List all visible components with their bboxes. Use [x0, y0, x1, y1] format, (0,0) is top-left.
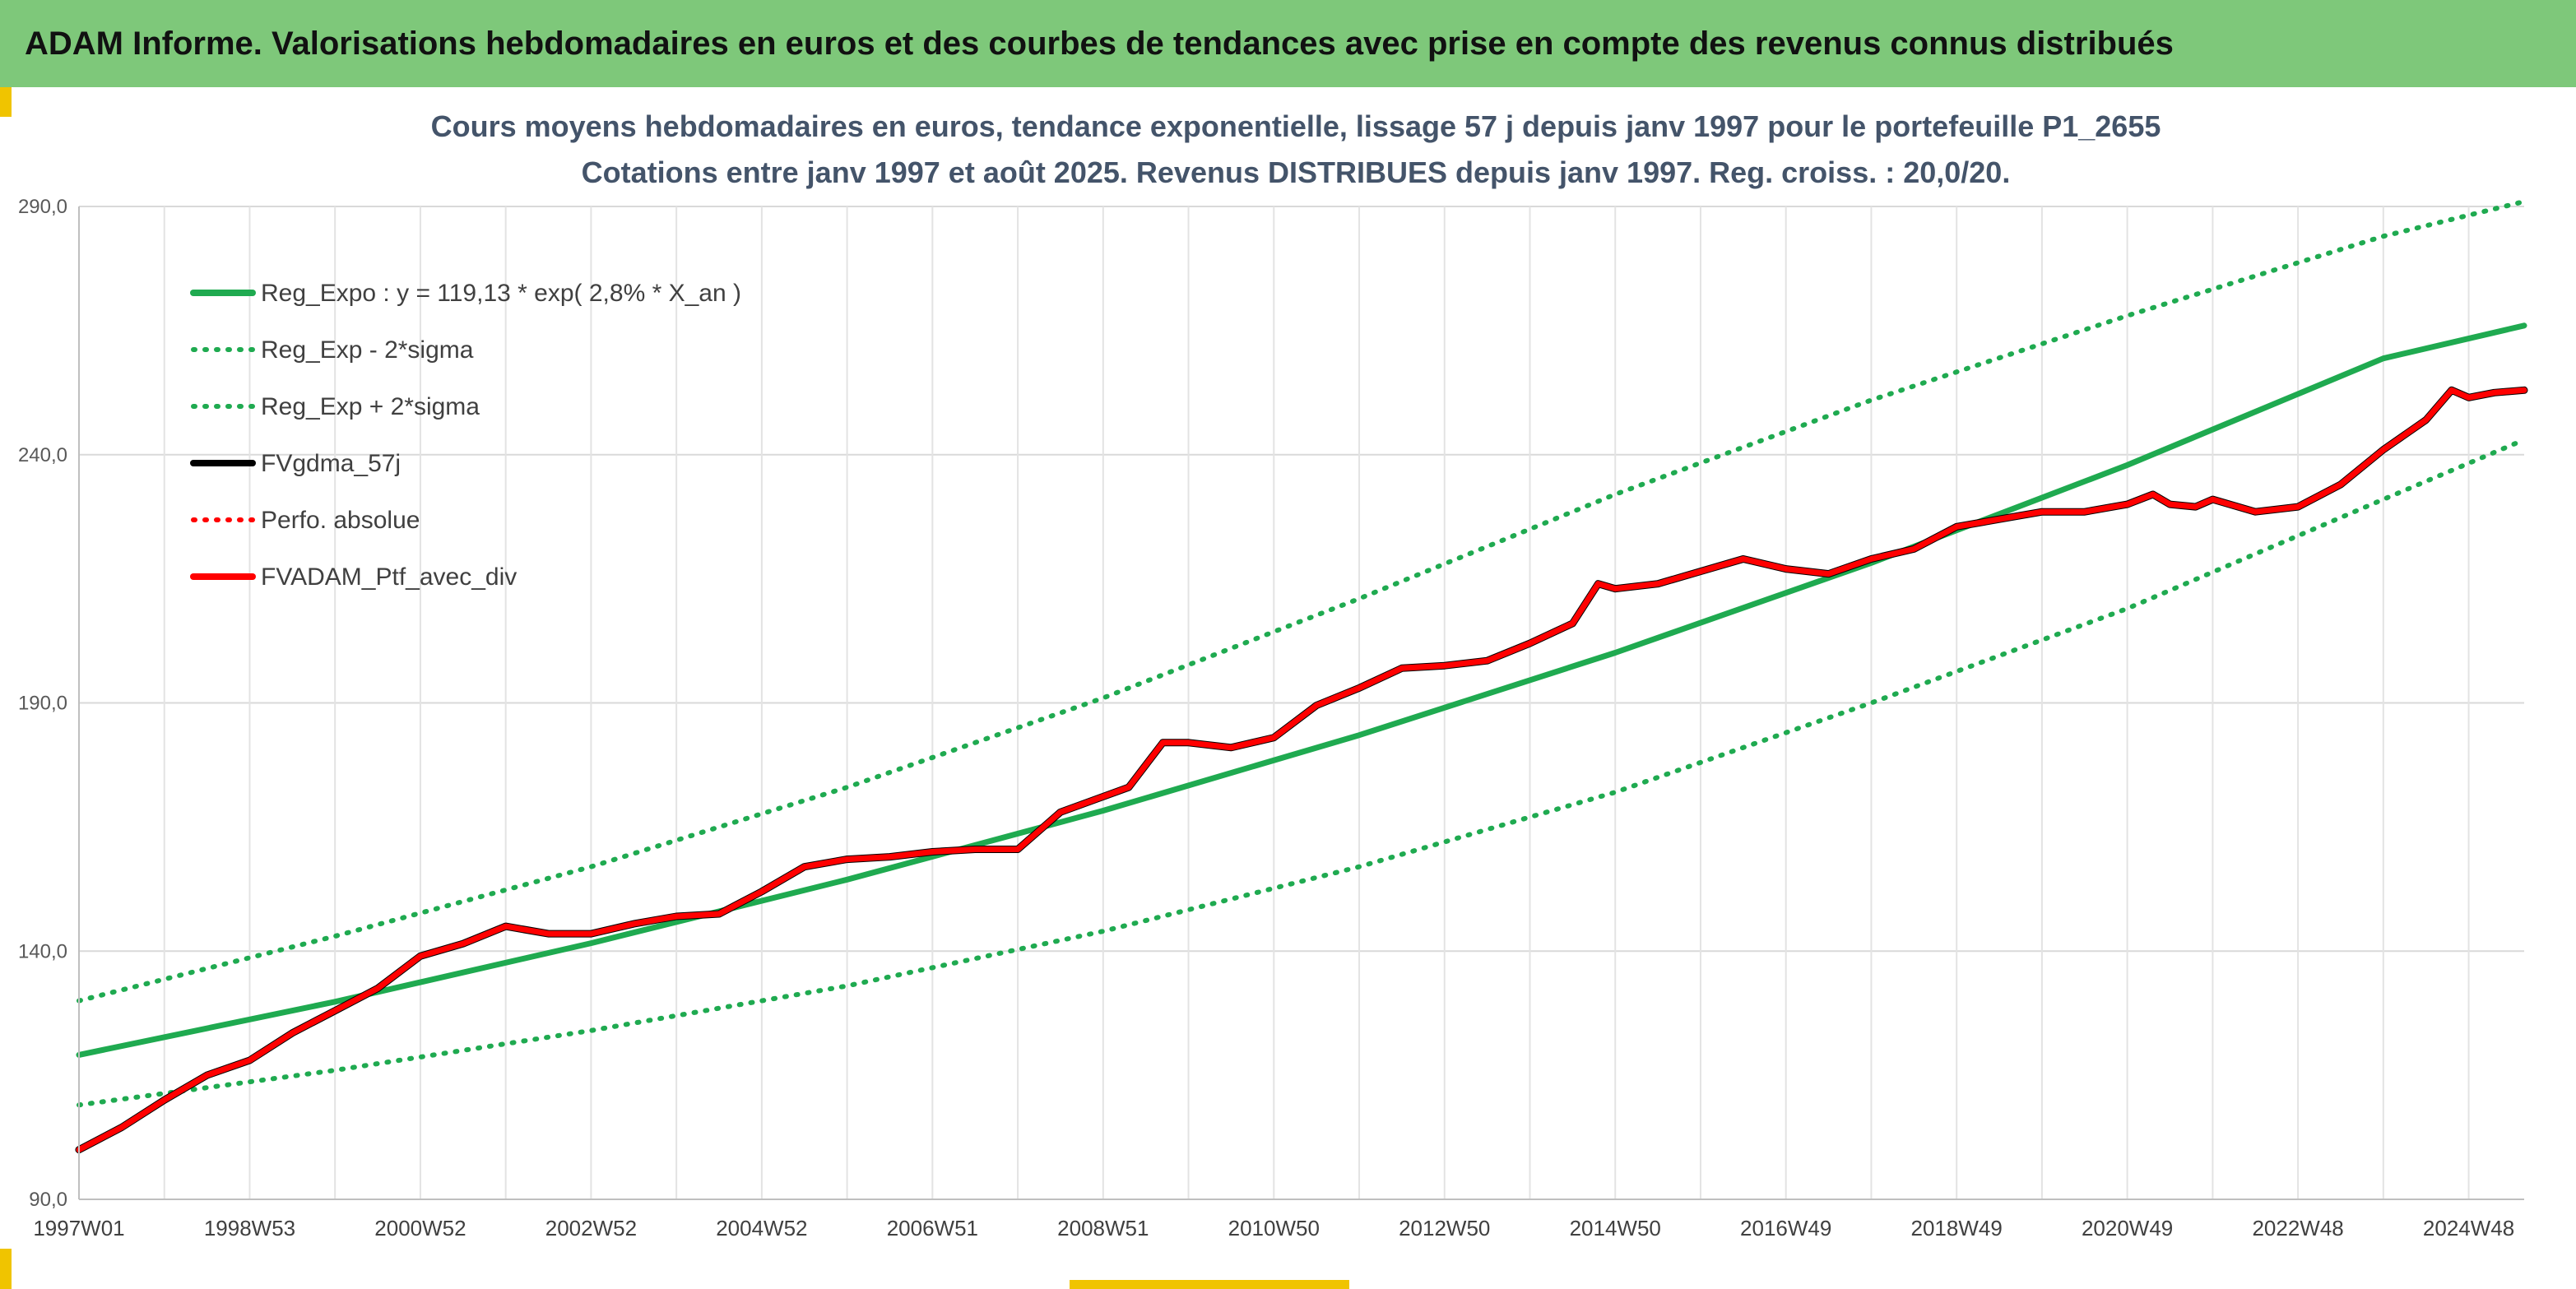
x-tick-label: 1998W53 [204, 1216, 295, 1240]
y-tick-label: 290,0 [18, 196, 67, 218]
accent-bar-left [0, 87, 12, 117]
legend-label: Perfo. absolue [261, 507, 420, 534]
x-tick-label: 1997W01 [33, 1216, 124, 1240]
legend-label: Reg_Expo : y = 119,13 * exp( 2,8% * X_an… [261, 280, 741, 307]
legend-label: Reg_Exp + 2*sigma [261, 393, 480, 420]
accent-bar-bottom [1070, 1280, 1349, 1289]
axes: 90,0 140,0 190,0 240,0 290,0 1997W01 1998W53 20… [18, 196, 2524, 1240]
chart-title: Cours moyens hebdomadaires en euros, ten… [431, 109, 2161, 143]
series-layer [75, 199, 2528, 1154]
fvadam-ptf-avec-div-line [76, 387, 2527, 1153]
x-tick-label: 2002W52 [545, 1216, 637, 1240]
x-tick-label: 2010W50 [1228, 1216, 1320, 1240]
legend-label: FVgdma_57j [261, 450, 401, 477]
y-tick-label: 190,0 [18, 693, 67, 715]
y-tick-label: 240,0 [18, 444, 67, 466]
y-tick-label: 90,0 [29, 1189, 67, 1211]
x-tick-label: 2016W49 [1740, 1216, 1831, 1240]
reg-expo-line [76, 322, 2527, 1058]
header-bar: ADAM Informe. Valorisations hebdomadaire… [0, 0, 2576, 87]
x-tick-label: 2018W49 [1911, 1216, 2003, 1240]
x-tick-label: 2014W50 [1570, 1216, 1661, 1240]
chart-subtitle: Cotations entre janv 1997 et août 2025. … [582, 155, 2011, 189]
x-tick-label: 2024W48 [2423, 1216, 2514, 1240]
accent-bar-bottom-left [0, 1249, 12, 1289]
x-tick-label: 2008W51 [1057, 1216, 1149, 1240]
page-title: ADAM Informe. Valorisations hebdomadaire… [25, 25, 2174, 62]
legend: Reg_Expo : y = 119,13 * exp( 2,8% * X_an… [190, 280, 741, 591]
x-tick-label: 2022W48 [2252, 1216, 2343, 1240]
legend-label: Reg_Exp - 2*sigma [261, 336, 474, 364]
x-tick-label: 2004W52 [716, 1216, 807, 1240]
x-tick-label: 2006W51 [887, 1216, 978, 1240]
x-tick-label: 2012W50 [1399, 1216, 1490, 1240]
grid [78, 206, 2524, 1200]
reg-exp-plus-2sigma-line [77, 199, 2527, 1004]
x-tick-label: 2020W49 [2082, 1216, 2173, 1240]
x-tick-label: 2000W52 [374, 1216, 466, 1240]
fvgdma-57j-line [75, 386, 2528, 1154]
chart: Cours moyens hebdomadaires en euros, ten… [18, 109, 2528, 1240]
legend-label: FVADAM_Ptf_avec_div [261, 563, 517, 591]
y-tick-label: 140,0 [18, 940, 67, 962]
reg-exp-minus-2sigma-line [77, 437, 2527, 1108]
